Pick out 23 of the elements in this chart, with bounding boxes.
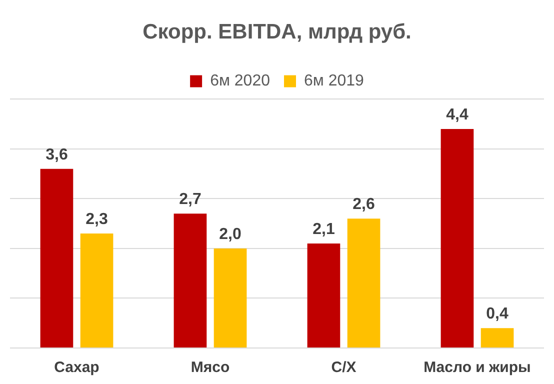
data-label: 2,1 [312, 220, 335, 238]
bar [80, 234, 114, 348]
data-label: 2,7 [179, 191, 202, 208]
chart-title: Скорр. EBITDA, млрд руб. [142, 20, 412, 44]
bar [214, 248, 247, 348]
x-tick-label: Масло и жиры [424, 359, 531, 376]
data-label: 2,3 [86, 210, 108, 228]
bar [480, 328, 514, 348]
x-tick-label: Сахар [54, 359, 100, 376]
bar [174, 214, 207, 348]
bar [40, 168, 74, 348]
x-tick-label: Мясо [190, 359, 230, 376]
bar [440, 129, 474, 348]
data-label: 4,4 [446, 106, 468, 124]
legend-label: 6м 2019 [304, 72, 364, 90]
legend-label: 6м 2020 [210, 72, 270, 90]
data-label: 2,6 [352, 196, 375, 214]
bar [307, 244, 340, 348]
bar [347, 218, 380, 348]
data-label: 3,6 [46, 146, 68, 164]
data-label: 0,4 [486, 306, 508, 322]
x-tick-label: С/Х [331, 359, 356, 376]
data-label: 2,0 [219, 226, 242, 243]
